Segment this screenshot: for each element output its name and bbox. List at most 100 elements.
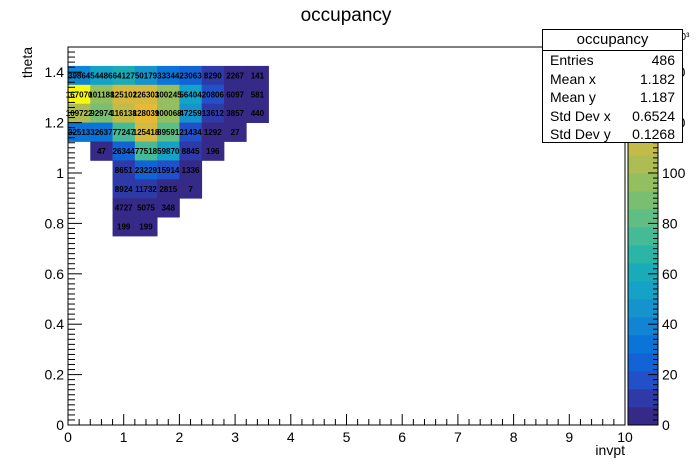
heatmap-cell <box>90 84 113 105</box>
z-tick-label: 60 <box>662 266 678 282</box>
cell-value-label: 50179 <box>135 71 158 80</box>
heatmap-cell <box>179 179 203 199</box>
cell-value-label: 109722 <box>66 109 93 118</box>
cell-value-label: 581 <box>251 90 265 99</box>
cell-value-label: 92974 <box>90 109 113 118</box>
heatmap-cell <box>157 65 180 86</box>
cell-value-label: 1292 <box>204 128 222 137</box>
cell-value-label: 47259 <box>179 109 202 118</box>
color-scale-band <box>628 299 658 318</box>
heatmap-cell <box>201 65 225 86</box>
cell-value-label: 32637 <box>90 128 113 137</box>
x-tick-label: 9 <box>565 429 573 445</box>
heatmap-cell <box>134 65 158 86</box>
cell-value-label: 20806 <box>202 90 225 99</box>
heatmap-cell-labels: 39864 54486 64127 50179 33344 23063 8290 2267 14… <box>66 71 265 231</box>
heatmap-cell <box>179 160 203 180</box>
cell-value-label: 23063 <box>179 71 202 80</box>
cell-value-label: 116138 <box>111 109 138 118</box>
heatmap-cell <box>157 122 180 142</box>
cell-value-label: 26344 <box>113 147 136 156</box>
stats-box: occupancy Entries 486 Mean x 1.182 Mean y 1… <box>542 29 683 143</box>
heatmap-cell <box>179 65 203 86</box>
z-tick-label: 40 <box>662 316 678 332</box>
heatmap-cell <box>68 65 91 86</box>
x-axis: 0 1 2 3 4 5 6 7 8 9 10 <box>64 414 633 445</box>
heatmap-cell <box>223 122 247 142</box>
heatmap-cell <box>157 84 180 105</box>
heatmap-cell <box>112 198 136 218</box>
x-tick-label: 0 <box>64 429 72 445</box>
heatmap-cell <box>112 122 136 142</box>
heatmap-cell <box>134 179 158 199</box>
cell-value-label: 6097 <box>226 90 244 99</box>
y-tick-label: 0 <box>56 417 64 433</box>
cell-value-label: 64127 <box>113 71 136 80</box>
cell-value-label: 89591 <box>157 128 180 137</box>
heatmap-cell <box>179 141 203 161</box>
cell-value-label: 5075 <box>137 204 155 213</box>
cell-value-label: 56404 <box>179 90 202 99</box>
heatmap-cell <box>68 103 91 123</box>
cell-value-label: 47 <box>97 147 106 156</box>
color-scale-band <box>628 245 658 264</box>
cell-value-label: 100245 <box>155 90 182 99</box>
y-tick-label: 0.6 <box>45 266 65 282</box>
color-scale-band <box>628 227 658 246</box>
color-scale-band <box>628 209 658 228</box>
heatmap-cell <box>134 84 158 105</box>
cell-value-label: 100068 <box>155 109 182 118</box>
stats-value: 0.6524 <box>632 107 675 124</box>
color-scale-band <box>628 389 658 408</box>
cell-value-label: 1336 <box>182 166 200 175</box>
stats-value: 1.187 <box>639 89 675 105</box>
heatmap-cell <box>134 122 158 142</box>
cell-value-label: 128039 <box>133 109 160 118</box>
color-scale-band <box>628 173 658 192</box>
cell-value-label: 101188 <box>88 90 115 99</box>
color-scale-band <box>628 155 658 174</box>
cell-value-label: 59870 <box>157 147 180 156</box>
y-tick-label: 1.2 <box>45 115 65 131</box>
cell-value-label: 77518 <box>135 147 158 156</box>
cell-value-label: 199 <box>139 223 153 232</box>
stats-row-mean-x: Mean x 1.182 <box>543 70 682 89</box>
heatmap-cell <box>157 179 180 199</box>
cell-value-label: 33344 <box>157 71 180 80</box>
heatmap-cell <box>246 103 269 123</box>
cell-value-label: 440 <box>251 109 265 118</box>
heatmap-cell <box>201 84 225 105</box>
z-tick-label: 80 <box>662 215 678 231</box>
heatmap-cell <box>112 65 136 86</box>
y-tick-label: 0.2 <box>45 367 65 383</box>
heatmap-cell <box>134 198 158 218</box>
cell-value-label: 8924 <box>115 185 133 194</box>
y-tick-label: 0.4 <box>45 316 65 332</box>
cell-value-label: 21434 <box>179 128 202 137</box>
heatmap-cell <box>90 65 113 86</box>
cell-value-label: 125418 <box>133 128 160 137</box>
color-scale-band <box>628 263 658 282</box>
cell-value-label: 3857 <box>226 109 244 118</box>
heatmap-cells <box>68 65 269 237</box>
heatmap-cell <box>157 160 180 180</box>
cell-value-label: 11732 <box>135 185 157 194</box>
cell-value-label: 13612 <box>202 109 225 118</box>
stats-row-std-y: Std Dev y 0.1268 <box>543 125 682 144</box>
color-scale-band <box>628 317 658 336</box>
stats-row-std-x: Std Dev x 0.6524 <box>543 107 682 126</box>
stats-value: 1.182 <box>639 70 675 87</box>
stats-label: Mean x <box>550 70 596 87</box>
x-tick-label: 7 <box>454 429 462 445</box>
color-scale-band <box>628 353 658 372</box>
cell-value-label: 2267 <box>226 71 244 80</box>
cell-value-label: 2815 <box>159 185 177 194</box>
heatmap-cell <box>134 160 158 180</box>
cell-value-label: 8845 <box>182 147 200 156</box>
stats-value: 0.1268 <box>632 126 675 142</box>
heatmap-cell <box>112 84 136 105</box>
cell-value-label: 199 <box>117 223 131 232</box>
cell-value-label: 54486 <box>90 71 113 80</box>
